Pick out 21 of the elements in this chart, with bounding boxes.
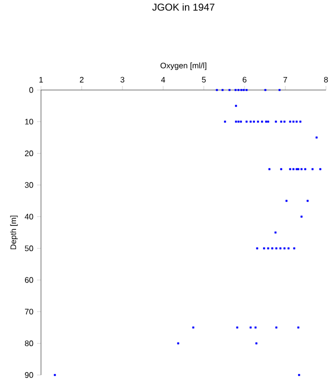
x-tick-label: 2 bbox=[80, 76, 84, 82]
y-tick-label: 10 bbox=[25, 118, 34, 125]
chart-title: JGOK in 1947 bbox=[152, 3, 214, 11]
y-tick-label: 50 bbox=[24, 246, 34, 252]
y-tick-label: 70 bbox=[24, 308, 34, 314]
y-tick-label: 90 bbox=[24, 372, 34, 378]
y-tick-label: 0 bbox=[29, 87, 34, 93]
x-axis-title: Oxygen [ml/l] bbox=[160, 62, 206, 70]
x-tick-label: 6 bbox=[242, 76, 246, 82]
x-tick-label: 5 bbox=[202, 76, 206, 82]
y-axis-title: Depth [m] bbox=[10, 216, 18, 250]
y-tick-label: 80 bbox=[24, 340, 34, 346]
x-tick-label: 1 bbox=[39, 76, 43, 82]
x-tick-label: 3 bbox=[120, 76, 124, 82]
y-tick-label: 60 bbox=[24, 277, 34, 283]
x-tick-label: 7 bbox=[283, 76, 288, 82]
x-tick-label: 4 bbox=[161, 76, 166, 82]
y-tick-label: 40 bbox=[24, 214, 34, 220]
y-tick-label: 30 bbox=[24, 182, 34, 188]
x-tick-label: 8 bbox=[324, 76, 328, 82]
y-tick-label: 20 bbox=[24, 150, 34, 156]
